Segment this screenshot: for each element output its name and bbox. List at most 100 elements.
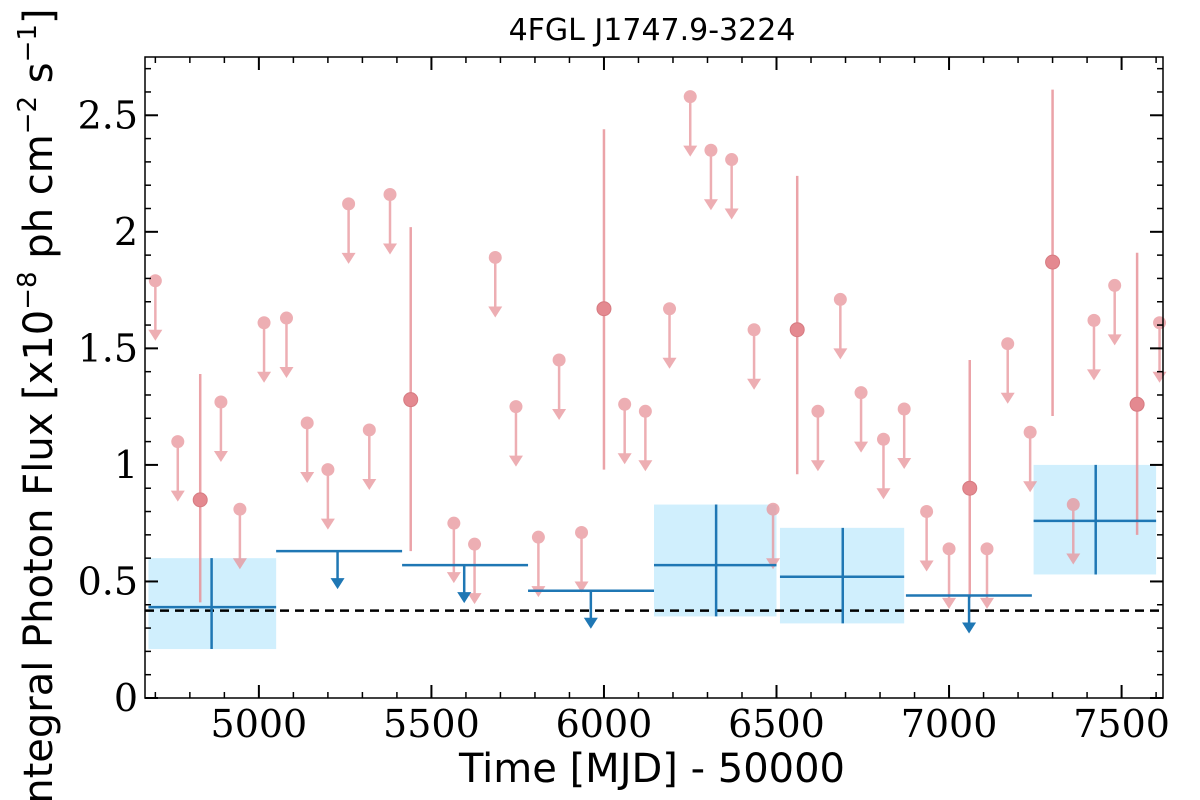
short-bin-upper-limit-arrow — [383, 194, 398, 255]
short-bin-detection-marker — [962, 480, 978, 496]
short-bin-upper-limit-arrow — [574, 532, 589, 593]
short-bin-upper-limit-marker — [618, 397, 632, 411]
short-bin-upper-limit-arrow — [531, 537, 546, 598]
short-bin-upper-limit-arrow — [320, 469, 335, 530]
y-tick-label: 0.5 — [78, 559, 138, 603]
short-bin-upper-limit-arrow — [766, 509, 781, 570]
x-tick-label: 5000 — [211, 702, 308, 746]
short-bin-upper-limit-arrow — [703, 150, 718, 211]
short-bin-upper-limit-marker — [833, 292, 847, 306]
short-bin-upper-limit — [662, 302, 677, 369]
short-bin-upper-limit-marker — [766, 502, 780, 516]
upper-limit-arrowhead — [488, 306, 503, 318]
upper-limit-arrowhead — [213, 450, 228, 462]
short-bin-upper-limit-arrow — [1086, 320, 1101, 381]
short-bin-upper-limit-arrow — [362, 429, 377, 490]
upper-limit-arrowhead — [232, 558, 247, 570]
upper-limit-arrowhead — [583, 617, 598, 629]
short-bin-upper-limit-arrow — [833, 299, 848, 360]
y-tick-labels: 0 0.5 1 1.5 2 2.5 — [78, 93, 138, 720]
upper-limit-arrowhead — [1023, 481, 1038, 493]
short-bin-upper-limit-marker — [531, 530, 545, 544]
short-bin-upper-limit-marker — [575, 526, 589, 540]
short-bin-upper-limit-marker — [214, 395, 228, 409]
short-bin-upper-limit-arrow — [747, 329, 762, 390]
short-bin-upper-limit-marker — [920, 505, 934, 519]
short-bin-upper-limit-marker — [683, 90, 697, 104]
long-bin-series — [148, 464, 1157, 650]
short-bin-upper-limit — [446, 516, 461, 584]
short-bin-upper-limit — [362, 423, 377, 490]
short-bin-upper-limit-arrow — [876, 439, 891, 500]
short-bin-upper-limit — [170, 435, 185, 502]
short-bin-detection — [962, 360, 978, 598]
short-bin-upper-limit — [617, 397, 632, 465]
short-bin-upper-limit-marker — [980, 542, 994, 556]
short-bin-upper-limit — [703, 143, 718, 211]
short-bin-detection-marker — [403, 392, 419, 408]
upper-limit-arrowhead — [747, 378, 762, 390]
upper-limit-arrowhead — [552, 409, 567, 421]
plot-frame — [144, 56, 1164, 699]
short-bin-detection-marker — [1045, 254, 1061, 270]
upper-limit-arrowhead — [467, 593, 482, 605]
short-bin-upper-limit-arrow — [662, 308, 677, 369]
short-bin-upper-limit — [638, 404, 653, 472]
short-bin-upper-limit-arrow — [617, 404, 632, 465]
upper-limit-arrowhead — [1086, 369, 1101, 381]
short-bin-upper-limit-marker — [663, 302, 677, 316]
short-bin-upper-limit — [724, 153, 739, 220]
short-bin-upper-limit-marker — [1066, 498, 1080, 512]
long-bin-upper-limit-arrow — [583, 590, 598, 629]
short-bin-upper-limit-marker — [747, 323, 761, 337]
short-bin-upper-limit — [854, 386, 869, 453]
y-tick-label: 0 — [114, 676, 138, 720]
short-bin-upper-limit — [1086, 313, 1101, 381]
short-bin-upper-limit — [213, 395, 228, 462]
short-bin-upper-limit-marker — [876, 432, 890, 446]
long-bin-detection — [148, 558, 277, 650]
long-bin-upper-limit — [276, 549, 403, 590]
short-bin-upper-limit-arrow — [1152, 322, 1167, 383]
short-bin-upper-limit-marker — [854, 386, 868, 400]
short-bin-upper-limit-marker — [148, 274, 162, 288]
short-bin-upper-limit-arrow — [854, 392, 869, 453]
short-bin-upper-limit — [766, 502, 781, 570]
short-bin-upper-limit — [1023, 425, 1038, 493]
x-tick-label: 6500 — [728, 702, 825, 746]
long-bin-upper-limit-arrow — [330, 551, 345, 590]
upper-limit-arrowhead — [446, 572, 461, 584]
upper-limit-arrowhead — [170, 490, 185, 502]
short-bin-upper-limit — [320, 463, 335, 530]
short-bin-upper-limit-arrow — [638, 411, 653, 472]
short-bin-upper-limit-arrow — [724, 159, 739, 220]
upper-limit-arrowhead — [980, 597, 995, 609]
long-bin-upper-limit — [905, 594, 1032, 634]
x-tick-labels: 5000 5500 6000 6500 7000 7500 — [211, 702, 1170, 746]
y-tick-label: 1.5 — [78, 326, 138, 370]
short-bin-upper-limit-arrow — [552, 360, 567, 421]
long-bin-upper-limit-arrow — [457, 565, 472, 604]
short-bin-upper-limit-marker — [362, 423, 376, 437]
short-bin-upper-limit-arrow — [919, 511, 934, 572]
upper-limit-arrowhead — [320, 518, 335, 530]
short-bin-upper-limit — [876, 432, 891, 500]
short-bin-upper-limit-arrow — [279, 318, 294, 379]
upper-limit-arrowhead — [574, 581, 589, 593]
upper-limit-arrowhead — [703, 199, 718, 211]
y-axis-label: Integral Photon Flux [x10−8 ph cm−2 s−1] — [13, 8, 62, 800]
short-bin-upper-limit — [279, 311, 294, 379]
short-bin-upper-limit — [383, 188, 398, 255]
upper-limit-arrowhead — [662, 357, 677, 369]
short-bin-upper-limit — [341, 197, 356, 264]
short-bin-upper-limit-arrow — [446, 523, 461, 584]
short-bin-upper-limit — [508, 400, 523, 467]
short-bin-upper-limit-marker — [1108, 278, 1122, 292]
short-bin-upper-limit — [148, 274, 163, 341]
short-bin-upper-limit-marker — [1001, 337, 1015, 351]
short-bin-upper-limit-marker — [942, 542, 956, 556]
short-bin-upper-limit-arrow — [467, 544, 482, 605]
upper-limit-arrowhead — [362, 478, 377, 490]
short-bin-detection — [789, 175, 805, 475]
upper-limit-arrowhead — [300, 471, 315, 483]
